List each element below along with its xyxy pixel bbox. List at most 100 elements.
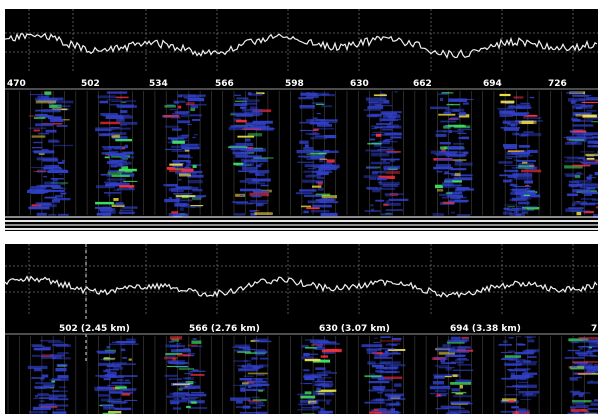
top-signal-cell-20 — [513, 185, 532, 188]
bottom-profile-view[interactable]: 502 (2.45 km) 566 (2.76 km) 630 (3.07 km… — [5, 244, 598, 414]
top-profile-view[interactable]: 470 502 534 566 598 630 662 694 726 — [5, 9, 598, 231]
top-signal-cell-97 — [591, 121, 598, 123]
top-signal-cell-389 — [448, 154, 467, 157]
bottom-signal-cell-451 — [52, 411, 67, 414]
top-signal-cell-534 — [177, 94, 183, 98]
bottom-signal-cell-171 — [432, 373, 445, 376]
top-signal-cell-605 — [571, 117, 578, 121]
bottom-signal-cell-107 — [380, 340, 401, 342]
bottom-signal-cell-476 — [239, 378, 253, 381]
bottom-signal-cell-117 — [440, 405, 461, 409]
bottom-signal-cell-422 — [438, 352, 455, 355]
bottom-signal-cell-71 — [233, 349, 251, 352]
top-signal-cell-540 — [507, 176, 518, 178]
bottom-signal-cell-157 — [455, 359, 470, 361]
top-signal-cell-737 — [318, 166, 337, 170]
top-signal-cell-559 — [583, 132, 598, 136]
bottom-signal-cell-165 — [101, 404, 114, 407]
top-signal-cell-266 — [299, 129, 317, 132]
top-spectrogram[interactable] — [7, 91, 598, 218]
top-signal-cell-304 — [101, 152, 112, 155]
top-signal-cell-613 — [254, 147, 263, 149]
top-signal-cell-875 — [308, 174, 323, 176]
top-signal-cell-375 — [365, 166, 378, 169]
bottom-signal-cell-501 — [371, 364, 384, 368]
top-signal-cell-511 — [576, 211, 582, 216]
top-signal-cell-590 — [34, 97, 39, 101]
top-signal-cell-330 — [568, 207, 584, 210]
bottom-signal-cell-62 — [314, 381, 333, 383]
bottom-display-svg[interactable]: 502 (2.45 km) 566 (2.76 km) 630 (3.07 km… — [5, 244, 598, 414]
top-signal-cell-155 — [181, 134, 189, 137]
bottom-signal-cell-549 — [96, 350, 116, 353]
top-signal-cell-904 — [44, 181, 58, 185]
bottom-signal-cell-301 — [514, 351, 534, 355]
bottom-signal-cell-439 — [187, 385, 200, 388]
top-signal-cell-143 — [567, 98, 586, 102]
top-signal-cell-603 — [299, 140, 309, 144]
top-signal-cell-844 — [582, 114, 597, 118]
top-signal-cell-96 — [299, 189, 317, 192]
top-signal-cell-906 — [511, 197, 527, 201]
top-signal-cell-872 — [363, 175, 380, 179]
top-signal-cell-624 — [454, 162, 473, 166]
bottom-signal-cell-41 — [564, 357, 585, 359]
bottom-signal-cell-217 — [590, 403, 598, 406]
top-signal-cell-488 — [433, 153, 452, 155]
top-signal-cell-857 — [120, 124, 127, 126]
bottom-signal-cell-242 — [578, 394, 584, 398]
top-signal-cell-764 — [376, 123, 392, 125]
top-signal-cell-252 — [171, 139, 178, 142]
top-signal-cell-750 — [237, 135, 255, 138]
top-signal-cell-758 — [171, 150, 185, 152]
top-signal-cell-784 — [509, 184, 514, 186]
top-signal-cell-53 — [121, 101, 127, 103]
bottom-signal-cell-243 — [570, 406, 589, 409]
top-signal-cell-159 — [591, 198, 598, 201]
top-scale-label-726: 726 — [548, 79, 567, 89]
bottom-signal-cell-553 — [592, 340, 598, 344]
top-signal-cell-594 — [313, 150, 320, 153]
bottom-signal-cell-149 — [122, 357, 127, 359]
top-signal-cell-58 — [111, 204, 125, 207]
top-signal-cell-899 — [47, 170, 69, 173]
top-signal-cell-738 — [502, 120, 524, 124]
top-scale-labels: 470 502 534 566 598 630 662 694 726 — [7, 79, 567, 89]
top-signal-cell-439 — [317, 187, 324, 191]
top-signal-cell-806 — [175, 195, 196, 198]
bottom-signal-cell-572 — [105, 368, 119, 371]
top-signal-cell-78 — [316, 113, 321, 115]
bottom-signal-cell-369 — [500, 410, 516, 413]
top-signal-cell-45 — [390, 136, 402, 139]
top-signal-cell-535 — [173, 193, 193, 195]
top-signal-cell-100 — [567, 141, 579, 143]
top-signal-cell-474 — [244, 126, 263, 130]
top-display-svg[interactable]: 470 502 534 566 598 630 662 694 726 — [5, 9, 598, 231]
top-signal-cell-599 — [570, 210, 591, 212]
bottom-signal-cell-480 — [452, 369, 474, 371]
bottom-signal-cell-188 — [442, 344, 451, 347]
top-divider-stripe-3 — [5, 228, 598, 230]
top-signal-cell-34 — [385, 171, 400, 174]
bottom-signal-trace[interactable] — [5, 275, 598, 299]
top-signal-cell-770 — [169, 109, 178, 111]
bottom-signal-cell-356 — [377, 378, 394, 381]
top-signal-cell-520 — [57, 105, 71, 107]
top-signal-cell-728 — [99, 134, 111, 137]
top-signal-cell-432 — [450, 211, 455, 214]
bottom-signal-cell-287 — [35, 382, 53, 385]
top-signal-trace[interactable] — [5, 32, 598, 60]
top-signal-cell-306 — [232, 151, 249, 155]
bottom-signal-cell-556 — [364, 375, 382, 378]
top-signal-cell-188 — [512, 173, 533, 177]
top-signal-cell-514 — [110, 161, 132, 165]
top-signal-cell-856 — [510, 189, 528, 191]
bottom-signal-cell-347 — [173, 392, 190, 394]
bottom-signal-cell-342 — [52, 357, 56, 359]
top-signal-cell-368 — [44, 190, 65, 192]
top-signal-cell-843 — [507, 206, 515, 208]
bottom-spectrogram[interactable] — [7, 336, 598, 414]
bottom-signal-cell-289 — [322, 352, 335, 354]
bottom-signal-cell-252 — [51, 357, 71, 360]
bottom-signal-cell-531 — [508, 358, 526, 362]
